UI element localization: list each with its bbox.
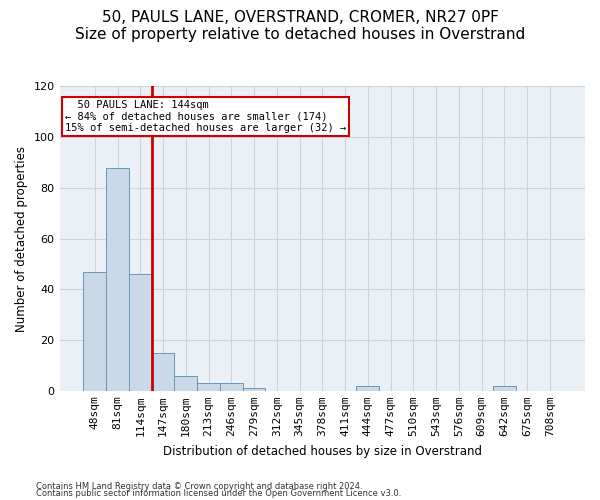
Text: Contains HM Land Registry data © Crown copyright and database right 2024.: Contains HM Land Registry data © Crown c… — [36, 482, 362, 491]
Bar — [493, 386, 515, 391]
Text: 50 PAULS LANE: 144sqm
← 84% of detached houses are smaller (174)
15% of semi-det: 50 PAULS LANE: 144sqm ← 84% of detached … — [65, 100, 346, 134]
Bar — [356, 386, 379, 391]
Y-axis label: Number of detached properties: Number of detached properties — [15, 146, 28, 332]
Bar — [197, 383, 220, 391]
Bar — [129, 274, 152, 391]
Text: Contains public sector information licensed under the Open Government Licence v3: Contains public sector information licen… — [36, 489, 401, 498]
Bar — [220, 383, 242, 391]
Bar — [152, 353, 175, 391]
X-axis label: Distribution of detached houses by size in Overstrand: Distribution of detached houses by size … — [163, 444, 482, 458]
Bar — [175, 376, 197, 391]
Bar — [83, 272, 106, 391]
Bar — [242, 388, 265, 391]
Text: 50, PAULS LANE, OVERSTRAND, CROMER, NR27 0PF
Size of property relative to detach: 50, PAULS LANE, OVERSTRAND, CROMER, NR27… — [75, 10, 525, 42]
Bar — [106, 168, 129, 391]
